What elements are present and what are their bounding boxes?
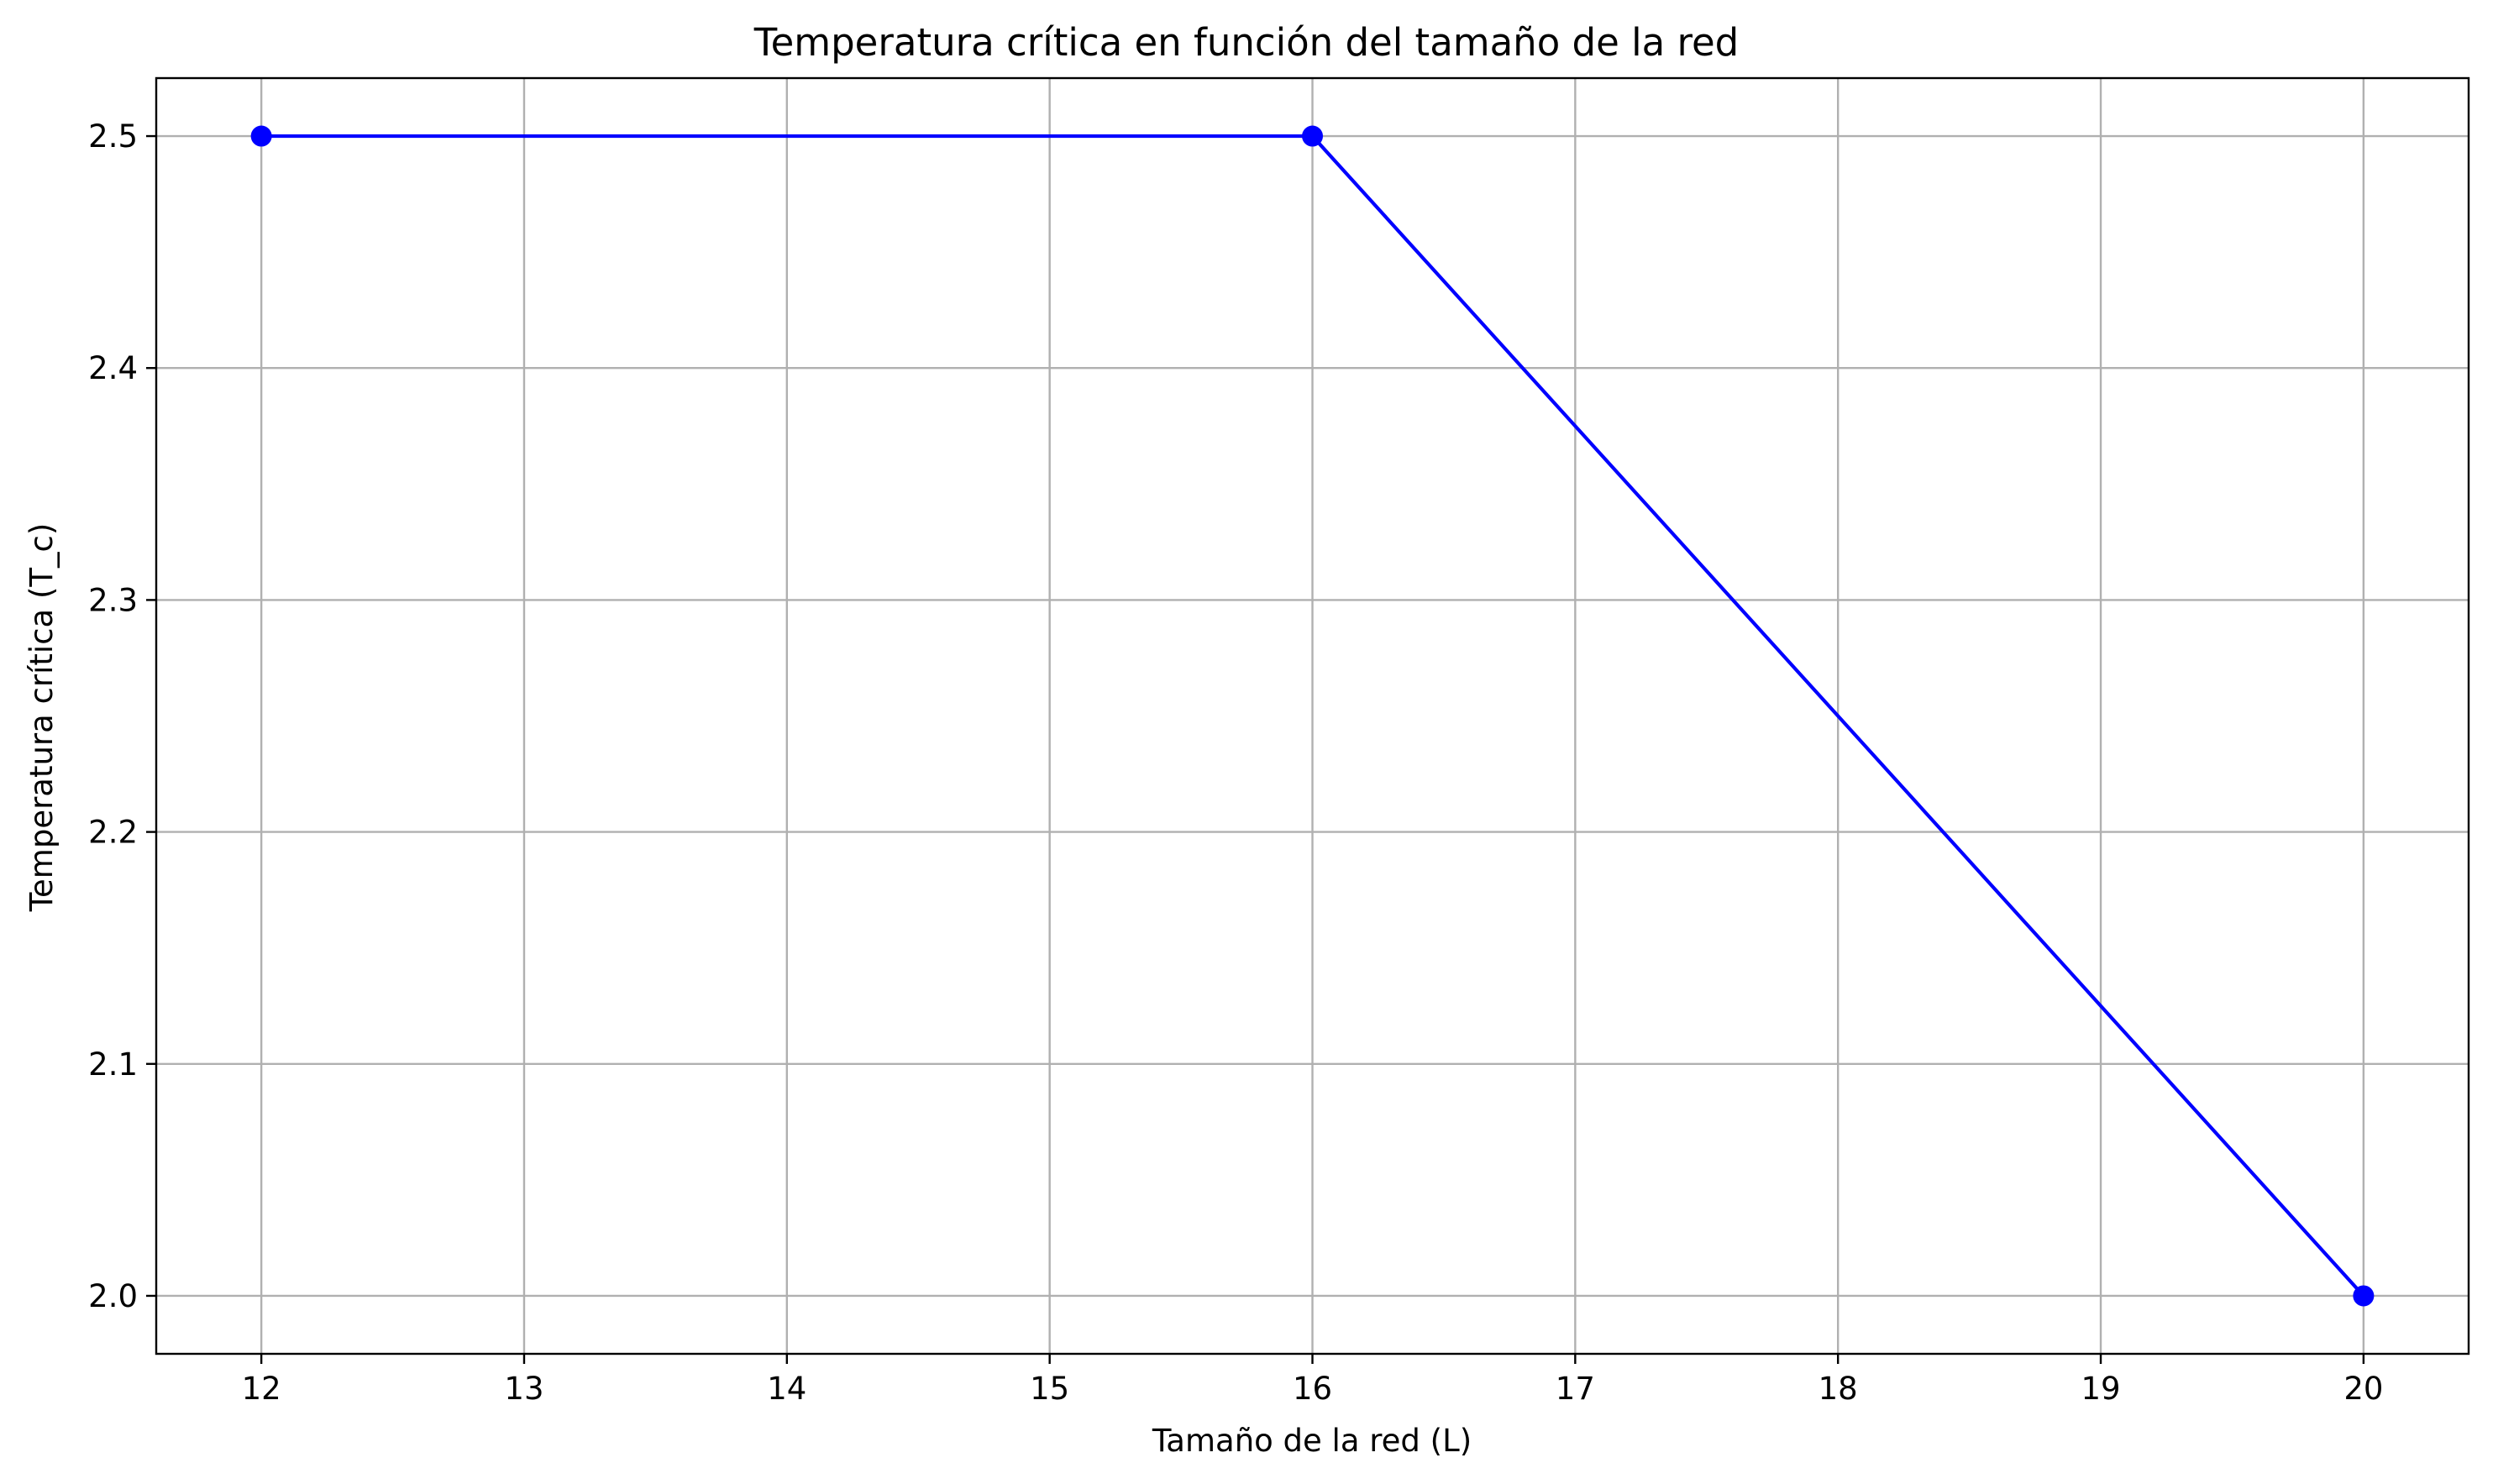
data-point xyxy=(251,126,272,147)
y-tick-label: 2.3 xyxy=(88,582,138,618)
y-tick-label: 2.0 xyxy=(88,1278,138,1314)
data-point xyxy=(2353,1285,2374,1306)
y-tick-label: 2.2 xyxy=(88,815,138,851)
x-tick-label: 12 xyxy=(242,1371,281,1407)
chart-title: Temperatura crítica en función del tamañ… xyxy=(753,20,1739,65)
y-tick-label: 2.1 xyxy=(88,1046,138,1083)
x-tick-label: 14 xyxy=(767,1371,806,1407)
y-tick-label: 2.5 xyxy=(88,118,138,155)
x-tick-label: 19 xyxy=(2081,1371,2120,1407)
x-tick-label: 20 xyxy=(2343,1371,2383,1407)
y-axis-label: Temperatura crítica (T_c) xyxy=(24,523,60,913)
x-tick-label: 17 xyxy=(1556,1371,1595,1407)
x-tick-label: 15 xyxy=(1030,1371,1069,1407)
x-axis-label: Tamaño de la red (L) xyxy=(1152,1423,1472,1459)
x-tick-label: 18 xyxy=(1819,1371,1858,1407)
x-tick-label: 13 xyxy=(504,1371,543,1407)
x-tick-label: 16 xyxy=(1293,1371,1332,1407)
y-tick-label: 2.4 xyxy=(88,350,138,386)
data-point xyxy=(1302,126,1323,147)
